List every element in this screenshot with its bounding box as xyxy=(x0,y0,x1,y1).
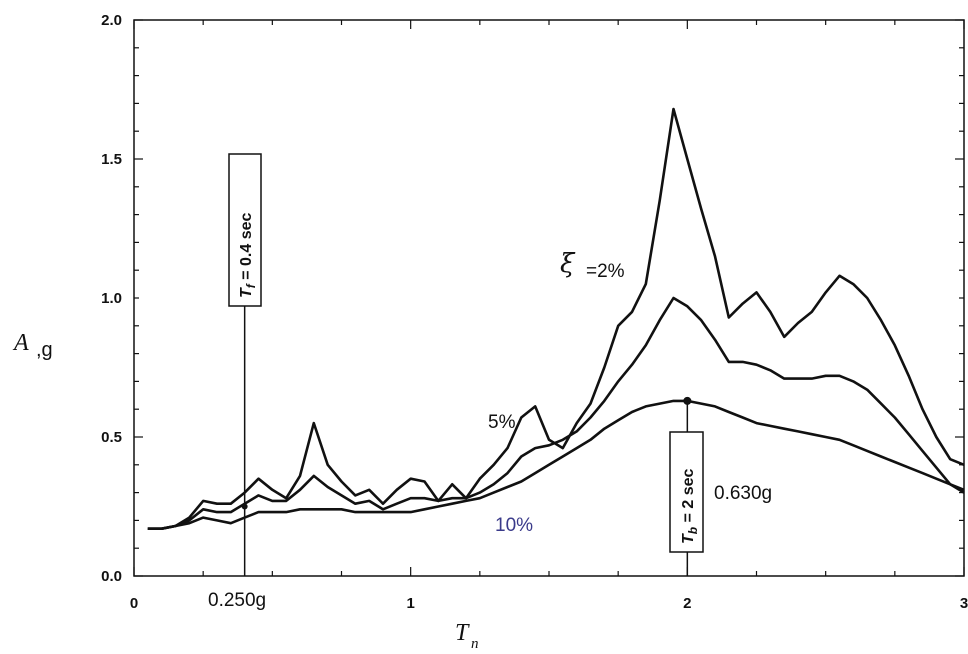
annotations xyxy=(241,306,692,576)
tf-period-box: Tf = 0.4 sec xyxy=(228,153,262,307)
tf-value-label: 0.250g xyxy=(208,590,266,611)
series-line-10pct xyxy=(147,399,965,531)
series-label-10pct: 10% xyxy=(495,515,533,536)
y-tick-label: 1.5 xyxy=(101,151,122,168)
tf-box-symbol: T xyxy=(238,287,255,298)
tf-box-text: = 0.4 sec xyxy=(238,213,255,285)
x-axis-title-subscript: n xyxy=(471,636,479,652)
svg-text:Tf = 0.4 sec: Tf = 0.4 sec xyxy=(238,213,258,299)
x-tick-label: 2 xyxy=(683,595,691,612)
tb-box-text: = 2 sec xyxy=(680,469,697,527)
y-axis-title: A xyxy=(12,330,29,356)
tb-box-symbol: T xyxy=(680,533,697,544)
tb-point-marker xyxy=(683,396,692,405)
damping-symbol: ξ xyxy=(560,249,576,279)
y-axis-unit: ,g xyxy=(36,339,53,361)
axes: 0.0 0.5 1.0 1.5 2.0 0 1 2 3 xyxy=(101,12,968,612)
x-tick-label: 0 xyxy=(130,595,138,612)
x-tick-label: 1 xyxy=(406,595,414,612)
svg-text:Tb = 2 sec: Tb = 2 sec xyxy=(680,469,700,545)
series-label-5pct: 5% xyxy=(488,412,516,433)
tb-value-label: 0.630g xyxy=(714,483,772,504)
y-tick-label: 1.0 xyxy=(101,290,122,307)
series-line-2pct xyxy=(147,107,965,531)
y-tick-label: 0.5 xyxy=(101,429,122,446)
tf-point-marker xyxy=(241,503,248,510)
series-label-2pct: =2% xyxy=(586,261,625,282)
y-tick-label: 0.0 xyxy=(101,568,122,585)
tf-box-subscript: f xyxy=(244,283,258,288)
series-lines xyxy=(147,107,965,531)
tb-box-subscript: b xyxy=(686,527,700,534)
x-tick-label: 3 xyxy=(960,595,968,612)
y-tick-label: 2.0 xyxy=(101,12,122,29)
tb-period-box: Tb = 2 sec xyxy=(669,431,704,553)
x-axis-title: T xyxy=(455,620,470,646)
series-line-5pct xyxy=(147,296,965,531)
